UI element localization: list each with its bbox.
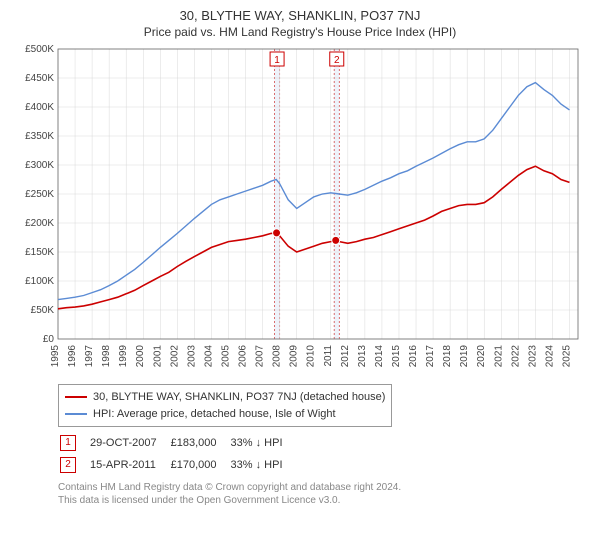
svg-text:2014: 2014: [374, 345, 385, 368]
table-row: 2 15-APR-2011 £170,000 33% ↓ HPI: [60, 455, 295, 475]
svg-text:1996: 1996: [67, 345, 78, 368]
sales-table: 1 29-OCT-2007 £183,000 33% ↓ HPI 2 15-AP…: [58, 431, 297, 477]
sale-date: 29-OCT-2007: [90, 433, 169, 453]
page-subtitle: Price paid vs. HM Land Registry's House …: [12, 25, 588, 39]
svg-text:£100K: £100K: [25, 276, 54, 287]
svg-text:2009: 2009: [289, 345, 300, 368]
credits-line: Contains HM Land Registry data © Crown c…: [58, 481, 588, 494]
svg-text:1998: 1998: [101, 345, 112, 368]
svg-text:2012: 2012: [340, 345, 351, 368]
svg-text:£150K: £150K: [25, 247, 54, 258]
sale-price: £183,000: [171, 433, 229, 453]
svg-text:2017: 2017: [425, 345, 436, 368]
legend-label: HPI: Average price, detached house, Isle…: [93, 406, 336, 423]
chart-legend: 30, BLYTHE WAY, SHANKLIN, PO37 7NJ (deta…: [58, 384, 392, 427]
svg-text:2024: 2024: [544, 345, 555, 368]
svg-text:2007: 2007: [255, 345, 266, 368]
table-row: 1 29-OCT-2007 £183,000 33% ↓ HPI: [60, 433, 295, 453]
svg-text:2004: 2004: [203, 345, 214, 368]
sale-marker-badge: 2: [60, 457, 76, 473]
legend-item: 30, BLYTHE WAY, SHANKLIN, PO37 7NJ (deta…: [65, 389, 385, 406]
legend-label: 30, BLYTHE WAY, SHANKLIN, PO37 7NJ (deta…: [93, 389, 385, 406]
svg-text:2021: 2021: [493, 345, 504, 368]
price-chart: £0 £50K £100K £150K £200K £250K £300K £350K £400…: [12, 45, 588, 375]
svg-text:1: 1: [274, 55, 280, 66]
legend-item: HPI: Average price, detached house, Isle…: [65, 406, 385, 423]
svg-text:2001: 2001: [152, 345, 163, 368]
svg-text:2003: 2003: [186, 345, 197, 368]
legend-swatch: [65, 396, 87, 398]
svg-text:2019: 2019: [459, 345, 470, 368]
svg-text:£450K: £450K: [25, 73, 54, 84]
credits: Contains HM Land Registry data © Crown c…: [58, 481, 588, 507]
svg-text:2025: 2025: [561, 345, 572, 368]
sale-delta: 33% ↓ HPI: [231, 455, 295, 475]
svg-text:2023: 2023: [527, 345, 538, 368]
svg-text:1999: 1999: [118, 345, 129, 368]
svg-text:2008: 2008: [272, 345, 283, 368]
svg-text:2010: 2010: [306, 345, 317, 368]
page-title: 30, BLYTHE WAY, SHANKLIN, PO37 7NJ: [12, 8, 588, 23]
svg-text:2000: 2000: [135, 345, 146, 368]
svg-text:2002: 2002: [169, 345, 180, 368]
legend-swatch: [65, 413, 87, 415]
svg-text:£500K: £500K: [25, 45, 54, 55]
svg-text:2022: 2022: [510, 345, 521, 368]
svg-text:2: 2: [334, 55, 340, 66]
svg-text:£50K: £50K: [31, 305, 55, 316]
svg-text:2016: 2016: [408, 345, 419, 368]
sale-price: £170,000: [171, 455, 229, 475]
svg-text:£350K: £350K: [25, 131, 54, 142]
svg-text:2011: 2011: [323, 345, 334, 367]
svg-text:£250K: £250K: [25, 189, 54, 200]
svg-text:£200K: £200K: [25, 218, 54, 229]
svg-text:£0: £0: [43, 334, 55, 345]
sale-date: 15-APR-2011: [90, 455, 169, 475]
svg-text:£300K: £300K: [25, 160, 54, 171]
credits-line: This data is licensed under the Open Gov…: [58, 494, 588, 507]
svg-text:2006: 2006: [238, 345, 249, 368]
svg-text:£400K: £400K: [25, 102, 54, 113]
sale-delta: 33% ↓ HPI: [231, 433, 295, 453]
svg-text:1995: 1995: [50, 345, 61, 368]
svg-text:2015: 2015: [391, 345, 402, 368]
sale-marker-badge: 1: [60, 435, 76, 451]
svg-text:1997: 1997: [84, 345, 95, 368]
svg-text:2013: 2013: [357, 345, 368, 368]
svg-text:2020: 2020: [476, 345, 487, 368]
svg-text:2005: 2005: [220, 345, 231, 368]
svg-text:2018: 2018: [442, 345, 453, 368]
